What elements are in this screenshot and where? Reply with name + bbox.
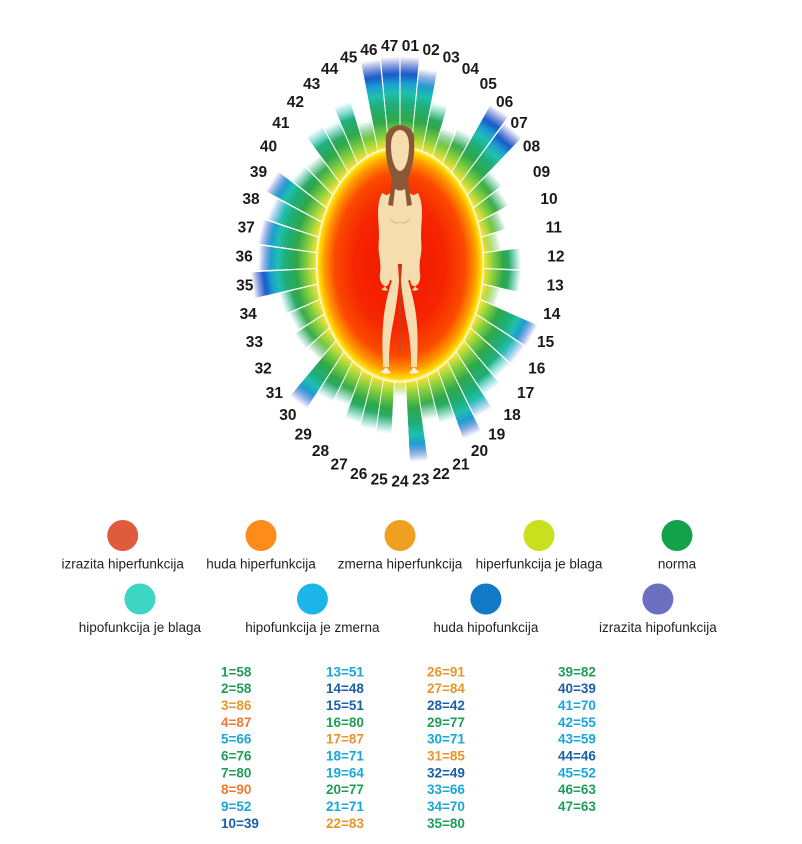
- svg-text:08: 08: [523, 138, 541, 155]
- svg-text:46=63: 46=63: [558, 782, 596, 797]
- svg-text:15: 15: [537, 334, 555, 351]
- svg-text:8=90: 8=90: [221, 782, 251, 797]
- svg-text:17: 17: [517, 385, 534, 402]
- svg-text:31=85: 31=85: [427, 749, 465, 764]
- svg-text:33: 33: [246, 334, 264, 351]
- svg-text:06: 06: [496, 94, 514, 111]
- svg-text:6=76: 6=76: [221, 749, 252, 764]
- svg-text:44=46: 44=46: [558, 749, 596, 764]
- svg-text:47=63: 47=63: [558, 799, 596, 814]
- svg-text:30=71: 30=71: [427, 732, 465, 747]
- svg-text:17=87: 17=87: [326, 732, 364, 747]
- svg-text:04: 04: [462, 61, 480, 78]
- svg-text:10=39: 10=39: [221, 816, 259, 831]
- svg-text:35: 35: [236, 277, 254, 294]
- svg-text:03: 03: [443, 50, 461, 67]
- svg-text:21=71: 21=71: [326, 799, 364, 814]
- svg-text:2=58: 2=58: [221, 681, 252, 696]
- svg-text:11: 11: [546, 219, 563, 236]
- svg-text:14: 14: [543, 306, 561, 323]
- svg-text:24: 24: [391, 474, 409, 491]
- svg-text:15=51: 15=51: [326, 698, 364, 713]
- svg-text:42=55: 42=55: [558, 715, 596, 730]
- svg-text:3=86: 3=86: [221, 698, 252, 713]
- svg-text:izrazita hiperfunkcija: izrazita hiperfunkcija: [62, 557, 185, 572]
- svg-text:39: 39: [250, 164, 268, 181]
- svg-text:27: 27: [330, 456, 347, 473]
- svg-text:hiperfunkcija je blaga: hiperfunkcija je blaga: [476, 557, 603, 572]
- svg-text:27=84: 27=84: [427, 681, 465, 696]
- svg-text:21: 21: [452, 456, 470, 473]
- svg-text:13=51: 13=51: [326, 664, 364, 679]
- svg-text:45: 45: [340, 50, 358, 67]
- svg-text:40=39: 40=39: [558, 681, 596, 696]
- svg-text:30: 30: [279, 407, 296, 424]
- svg-text:9=52: 9=52: [221, 799, 251, 814]
- svg-text:5=66: 5=66: [221, 732, 252, 747]
- svg-text:39=82: 39=82: [558, 664, 596, 679]
- svg-text:43=59: 43=59: [558, 732, 596, 747]
- svg-text:28=42: 28=42: [427, 698, 465, 713]
- svg-text:13: 13: [547, 277, 565, 294]
- svg-text:42: 42: [287, 94, 304, 111]
- svg-text:14=48: 14=48: [326, 681, 364, 696]
- svg-text:31: 31: [266, 385, 284, 402]
- svg-text:zmerna hiperfunkcija: zmerna hiperfunkcija: [338, 557, 463, 572]
- svg-text:26: 26: [350, 466, 368, 483]
- svg-text:34: 34: [240, 306, 258, 323]
- svg-text:41=70: 41=70: [558, 698, 596, 713]
- svg-text:40: 40: [260, 138, 277, 155]
- svg-text:22=83: 22=83: [326, 816, 364, 831]
- svg-text:23: 23: [412, 472, 430, 489]
- svg-text:01: 01: [402, 38, 420, 55]
- svg-text:35=80: 35=80: [427, 816, 465, 831]
- svg-text:09: 09: [533, 164, 551, 181]
- svg-text:18: 18: [503, 407, 521, 424]
- svg-text:43: 43: [303, 76, 321, 93]
- svg-text:hipofunkcija je blaga: hipofunkcija je blaga: [79, 620, 202, 635]
- svg-text:46: 46: [360, 42, 378, 59]
- svg-text:hipofunkcija je zmerna: hipofunkcija je zmerna: [245, 620, 380, 635]
- svg-text:36: 36: [235, 248, 253, 265]
- svg-text:4=87: 4=87: [221, 715, 251, 730]
- svg-text:02: 02: [422, 42, 439, 59]
- svg-text:19: 19: [488, 427, 506, 444]
- svg-text:20=77: 20=77: [326, 782, 364, 797]
- svg-text:huda hiperfunkcija: huda hiperfunkcija: [206, 557, 316, 572]
- svg-text:26=91: 26=91: [427, 664, 465, 679]
- svg-text:12: 12: [547, 248, 564, 265]
- svg-text:28: 28: [312, 443, 330, 460]
- svg-text:16: 16: [528, 360, 546, 377]
- svg-text:huda hipofunkcija: huda hipofunkcija: [433, 620, 539, 635]
- svg-text:45=52: 45=52: [558, 765, 596, 780]
- svg-text:20: 20: [471, 443, 488, 460]
- svg-text:34=70: 34=70: [427, 799, 465, 814]
- svg-text:16=80: 16=80: [326, 715, 364, 730]
- svg-text:izrazita hipofunkcija: izrazita hipofunkcija: [599, 620, 717, 635]
- svg-text:19=64: 19=64: [326, 765, 364, 780]
- svg-text:22: 22: [433, 466, 450, 483]
- svg-text:05: 05: [480, 76, 498, 93]
- svg-text:25: 25: [371, 472, 389, 489]
- svg-text:7=80: 7=80: [221, 765, 251, 780]
- svg-text:44: 44: [321, 61, 339, 78]
- svg-text:29: 29: [295, 427, 313, 444]
- svg-text:37: 37: [238, 219, 255, 236]
- svg-text:1=58: 1=58: [221, 664, 252, 679]
- svg-text:32: 32: [255, 360, 272, 377]
- svg-text:38: 38: [242, 191, 260, 208]
- svg-text:10: 10: [540, 191, 557, 208]
- svg-text:33=66: 33=66: [427, 782, 465, 797]
- svg-text:32=49: 32=49: [427, 765, 465, 780]
- svg-text:18=71: 18=71: [326, 749, 364, 764]
- svg-text:47: 47: [381, 38, 398, 55]
- svg-text:41: 41: [272, 115, 290, 132]
- svg-text:07: 07: [510, 115, 527, 132]
- svg-text:29=77: 29=77: [427, 715, 465, 730]
- svg-text:norma: norma: [658, 557, 697, 572]
